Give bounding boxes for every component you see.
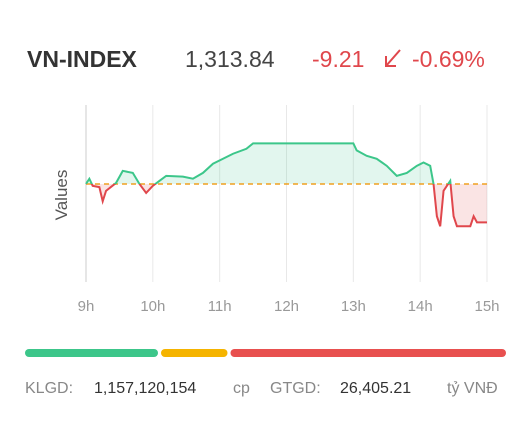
turnover-unit: tỷ VNĐ [447,380,498,397]
x-tick-label: 14h [408,298,433,315]
index-value: 1,313.84 [185,46,275,72]
y-axis-label: Values [52,170,71,221]
turnover: 26,405.21 [340,380,411,397]
index-change: -9.21 [312,46,364,72]
breadth-segment [230,349,506,357]
turnover-label: GTGD: [270,380,321,397]
breadth-segment [25,349,158,357]
area [86,143,487,227]
breadth-bar [25,349,506,357]
volume-unit: cp [233,380,250,397]
volume: 1,157,120,154 [94,380,196,397]
price-line [85,142,487,228]
index-change-percent: -0.69% [412,46,485,72]
x-tick-label: 12h [274,298,299,315]
x-tick-label: 11h [208,298,232,315]
index-name: VN-INDEX [27,46,138,72]
volume-label: KLGD: [25,380,73,397]
x-tick-label: 10h [140,298,165,315]
x-tick-label: 13h [341,298,366,315]
breadth-segment [161,349,228,357]
x-tick-label: 15h [474,298,499,315]
down-arrow [385,49,401,67]
x-tick-label: 9h [78,298,95,315]
